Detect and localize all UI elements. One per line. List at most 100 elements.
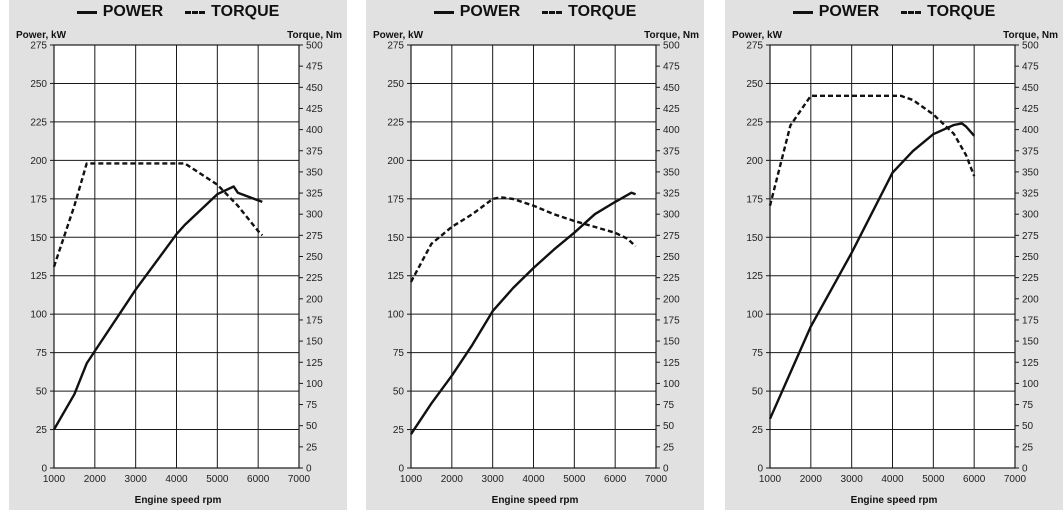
y-left-tick-label: 275 [387,41,404,52]
x-tick-label: 7000 [1004,474,1027,485]
x-tick-label: 6000 [963,474,986,485]
y-right-tick-label: 175 [1022,315,1039,326]
y-left-axis-title: Power, kW [373,30,424,41]
y-right-tick-label: 25 [1022,442,1034,453]
x-tick-label: 1000 [400,474,423,485]
y-left-tick-label: 100 [746,310,763,321]
y-right-tick-label: 350 [663,167,680,178]
chart-svg: 1000 2000 3000 4000 5000 6000 7000025507510012… [746,41,1039,486]
y-right-tick-label: 125 [306,358,323,369]
y-right-tick-label: 225 [663,273,680,284]
x-axis-title: Engine speed rpm [850,495,938,506]
series-line-power [52,185,263,431]
y-right-tick-label: 400 [306,125,323,136]
y-left-tick-label: 0 [41,464,47,475]
y-left-tick-label: 0 [757,464,763,475]
y-right-tick-label: 350 [1022,167,1039,178]
y-left-axis-title: Power, kW [16,30,67,41]
chart-panel-2: POWER TORQUE Power, kW Torque, Nm Engine… [366,0,704,510]
y-right-tick-label: 275 [663,231,680,242]
x-tick-label: 4000 [881,474,904,485]
y-left-tick-label: 50 [393,387,405,398]
y-right-tick-label: 125 [1022,358,1039,369]
y-right-tick-label: 75 [1022,400,1034,411]
y-right-tick-label: 50 [306,421,318,432]
legend-item-power: POWER [433,3,520,21]
chart-svg: 1000 2000 3000 4000 5000 6000 7000025507510012… [30,41,323,486]
x-tick-label: 7000 [288,474,311,485]
y-right-tick-label: 250 [663,252,680,263]
x-tick-label: 3000 [841,474,864,485]
dashed-line-swatch-icon [901,10,922,14]
y-right-tick-label: 350 [306,167,323,178]
y-right-tick-label: 375 [663,146,680,157]
y-right-tick-label: 50 [663,421,675,432]
y-right-tick-label: 175 [663,315,680,326]
y-right-tick-label: 75 [663,400,675,411]
legend-label-power: POWER [102,3,164,20]
y-right-tick-label: 150 [663,337,680,348]
y-left-tick-label: 125 [387,271,404,282]
legend-item-torque: TORQUE [542,3,636,21]
y-left-tick-label: 225 [387,117,404,128]
y-right-tick-label: 150 [306,337,323,348]
legend-label-torque: TORQUE [568,3,637,20]
plot-frame [53,44,300,469]
y-right-tick-label: 0 [306,464,312,475]
y-left-tick-label: 75 [393,348,405,359]
y-left-tick-label: 175 [746,194,763,205]
series-line-torque [768,94,976,206]
y-left-tick-label: 0 [398,464,404,475]
x-tick-label: 1000 [759,474,782,485]
series-line-power [768,122,976,420]
y-right-tick-label: 200 [306,294,323,305]
chart-svg: 1000 2000 3000 4000 5000 6000 7000025507510012… [387,41,680,486]
y-right-tick-label: 300 [1022,210,1039,221]
solid-line-swatch-icon [433,10,454,14]
y-left-tick-label: 25 [36,425,48,436]
y-left-tick-label: 150 [746,233,763,244]
y-left-tick-label: 75 [36,348,48,359]
plot-frame [769,44,1016,469]
y-right-tick-label: 400 [1022,125,1039,136]
x-tick-label: 2000 [84,474,107,485]
y-right-tick-label: 375 [306,146,323,157]
y-left-tick-label: 175 [30,194,47,205]
y-right-tick-label: 500 [663,41,680,52]
y-left-tick-label: 75 [752,348,764,359]
x-tick-label: 1000 [43,474,66,485]
y-left-axis-title: Power, kW [732,30,783,41]
y-right-tick-label: 300 [663,210,680,221]
y-right-tick-label: 175 [306,315,323,326]
y-right-tick-label: 325 [663,189,680,200]
y-left-tick-label: 250 [387,79,404,90]
y-right-tick-label: 325 [1022,189,1039,200]
chart-panel-1: POWER TORQUE Power, kW Torque, Nm Engine… [9,0,347,510]
x-tick-label: 2000 [441,474,464,485]
y-left-tick-label: 100 [387,310,404,321]
legend-item-power: POWER [76,3,164,21]
y-right-tick-label: 200 [663,294,680,305]
plot-frame [410,44,657,469]
y-left-tick-label: 125 [746,271,763,282]
y-right-tick-label: 125 [663,358,680,369]
x-tick-label: 7000 [645,474,668,485]
y-right-tick-label: 425 [306,104,323,115]
y-right-tick-label: 500 [306,41,323,52]
y-right-tick-label: 400 [663,125,680,136]
legend: POWER TORQUE [9,2,347,22]
y-right-tick-label: 250 [306,252,323,263]
y-right-tick-label: 200 [1022,294,1039,305]
x-tick-label: 2000 [800,474,823,485]
y-left-tick-label: 200 [746,156,763,167]
dashed-line-swatch-icon [185,10,206,14]
y-left-tick-label: 275 [746,41,763,52]
x-tick-label: 6000 [247,474,270,485]
y-right-tick-label: 425 [663,104,680,115]
y-left-tick-label: 275 [30,41,47,52]
x-tick-label: 6000 [604,474,627,485]
y-left-tick-label: 50 [36,387,48,398]
dashed-line-swatch-icon [542,10,563,14]
y-left-tick-label: 200 [387,156,404,167]
y-right-tick-label: 0 [663,464,669,475]
